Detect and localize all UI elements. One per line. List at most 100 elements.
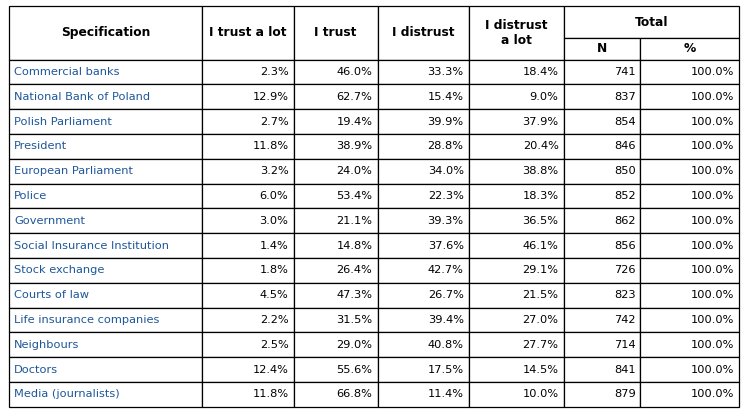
- Text: 2.7%: 2.7%: [260, 116, 289, 126]
- Text: National Bank of Poland: National Bank of Poland: [14, 92, 150, 102]
- Bar: [640, 183, 739, 209]
- Bar: [9, 308, 203, 332]
- Text: 3.0%: 3.0%: [260, 216, 289, 226]
- Text: 852: 852: [614, 191, 636, 201]
- Text: 2.5%: 2.5%: [260, 340, 289, 350]
- Text: 12.9%: 12.9%: [253, 92, 289, 102]
- Text: 100.0%: 100.0%: [690, 216, 734, 226]
- Bar: [294, 233, 378, 258]
- Text: N: N: [597, 43, 607, 55]
- Bar: [564, 134, 640, 159]
- Bar: [564, 159, 640, 183]
- Bar: [378, 84, 469, 109]
- Bar: [203, 59, 294, 84]
- Bar: [9, 6, 203, 59]
- Text: 100.0%: 100.0%: [690, 116, 734, 126]
- Bar: [9, 59, 203, 84]
- Text: 742: 742: [614, 315, 636, 325]
- Text: 66.8%: 66.8%: [337, 389, 373, 399]
- Bar: [294, 183, 378, 209]
- Bar: [203, 283, 294, 308]
- Text: 841: 841: [614, 365, 636, 375]
- Bar: [640, 59, 739, 84]
- Bar: [564, 183, 640, 209]
- Text: 100.0%: 100.0%: [690, 266, 734, 275]
- Bar: [640, 258, 739, 283]
- Text: Commercial banks: Commercial banks: [14, 67, 120, 77]
- Text: 100.0%: 100.0%: [690, 389, 734, 399]
- Bar: [378, 134, 469, 159]
- Bar: [564, 308, 640, 332]
- Bar: [294, 84, 378, 109]
- Text: 15.4%: 15.4%: [428, 92, 464, 102]
- Bar: [203, 6, 294, 59]
- Bar: [469, 332, 564, 357]
- Bar: [9, 258, 203, 283]
- Bar: [294, 283, 378, 308]
- Bar: [9, 332, 203, 357]
- Text: 850: 850: [614, 166, 636, 176]
- Text: 38.9%: 38.9%: [337, 141, 373, 151]
- Text: 34.0%: 34.0%: [428, 166, 464, 176]
- Text: 18.4%: 18.4%: [523, 67, 559, 77]
- Bar: [378, 357, 469, 382]
- Bar: [203, 84, 294, 109]
- Text: I trust a lot: I trust a lot: [209, 26, 286, 39]
- Text: %: %: [684, 43, 696, 55]
- Bar: [9, 233, 203, 258]
- Bar: [378, 159, 469, 183]
- Bar: [378, 332, 469, 357]
- Bar: [640, 84, 739, 109]
- Bar: [640, 134, 739, 159]
- Text: 21.5%: 21.5%: [523, 290, 559, 300]
- Text: 18.3%: 18.3%: [522, 191, 559, 201]
- Text: Stock exchange: Stock exchange: [14, 266, 105, 275]
- Text: 33.3%: 33.3%: [428, 67, 464, 77]
- Text: 100.0%: 100.0%: [690, 67, 734, 77]
- Bar: [640, 382, 739, 407]
- Bar: [294, 332, 378, 357]
- Text: 28.8%: 28.8%: [428, 141, 464, 151]
- Text: 19.4%: 19.4%: [337, 116, 373, 126]
- Bar: [564, 6, 739, 38]
- Bar: [469, 183, 564, 209]
- Text: 38.8%: 38.8%: [522, 166, 559, 176]
- Text: 1.8%: 1.8%: [260, 266, 289, 275]
- Bar: [9, 159, 203, 183]
- Text: 36.5%: 36.5%: [523, 216, 559, 226]
- Text: 714: 714: [614, 340, 636, 350]
- Bar: [640, 332, 739, 357]
- Bar: [469, 308, 564, 332]
- Text: 27.7%: 27.7%: [523, 340, 559, 350]
- Bar: [640, 109, 739, 134]
- Bar: [378, 233, 469, 258]
- Bar: [469, 84, 564, 109]
- Text: 100.0%: 100.0%: [690, 290, 734, 300]
- Bar: [203, 258, 294, 283]
- Text: 37.6%: 37.6%: [428, 240, 464, 251]
- Bar: [203, 109, 294, 134]
- Bar: [294, 308, 378, 332]
- Text: 22.3%: 22.3%: [428, 191, 464, 201]
- Text: 4.5%: 4.5%: [260, 290, 289, 300]
- Text: 741: 741: [614, 67, 636, 77]
- Bar: [378, 183, 469, 209]
- Bar: [469, 6, 564, 59]
- Bar: [294, 382, 378, 407]
- Text: 37.9%: 37.9%: [522, 116, 559, 126]
- Text: 42.7%: 42.7%: [428, 266, 464, 275]
- Text: 53.4%: 53.4%: [337, 191, 373, 201]
- Text: 21.1%: 21.1%: [337, 216, 373, 226]
- Text: Total: Total: [634, 16, 668, 29]
- Bar: [469, 258, 564, 283]
- Bar: [640, 38, 739, 59]
- Text: 39.9%: 39.9%: [428, 116, 464, 126]
- Text: 11.4%: 11.4%: [428, 389, 464, 399]
- Text: Media (journalists): Media (journalists): [14, 389, 120, 399]
- Bar: [294, 59, 378, 84]
- Text: European Parliament: European Parliament: [14, 166, 133, 176]
- Text: 62.7%: 62.7%: [337, 92, 373, 102]
- Bar: [469, 209, 564, 233]
- Text: 856: 856: [614, 240, 636, 251]
- Bar: [564, 382, 640, 407]
